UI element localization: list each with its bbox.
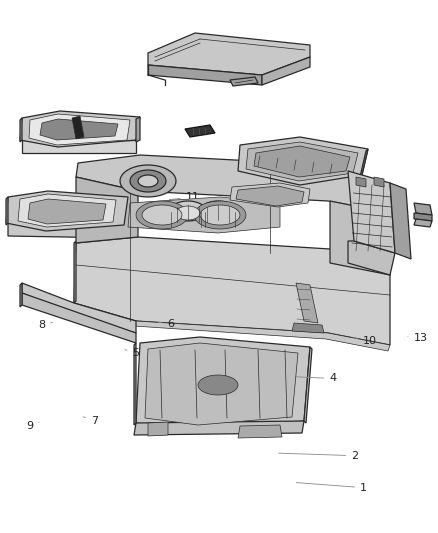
Polygon shape [128, 197, 280, 233]
Text: 2: 2 [279, 451, 358, 461]
Polygon shape [170, 201, 206, 221]
Polygon shape [236, 186, 304, 206]
Polygon shape [134, 343, 136, 425]
Polygon shape [22, 283, 136, 333]
Polygon shape [414, 219, 432, 227]
Polygon shape [20, 111, 140, 147]
Polygon shape [176, 206, 200, 220]
Polygon shape [74, 237, 390, 345]
Polygon shape [74, 241, 76, 303]
Polygon shape [236, 171, 362, 188]
Polygon shape [262, 57, 310, 85]
Polygon shape [348, 241, 395, 275]
Polygon shape [20, 283, 22, 307]
Polygon shape [72, 116, 84, 139]
Text: 11: 11 [169, 192, 200, 202]
Polygon shape [148, 65, 262, 85]
Polygon shape [238, 137, 368, 185]
Polygon shape [40, 119, 118, 140]
Polygon shape [29, 114, 130, 145]
Polygon shape [28, 199, 106, 224]
Polygon shape [206, 206, 230, 220]
Polygon shape [194, 201, 246, 229]
Polygon shape [20, 118, 22, 142]
Polygon shape [304, 347, 312, 423]
Text: 13: 13 [408, 334, 427, 343]
Polygon shape [238, 425, 282, 438]
Polygon shape [200, 205, 236, 225]
Text: 4: 4 [274, 374, 336, 383]
Text: 1: 1 [296, 482, 367, 492]
Polygon shape [246, 142, 358, 181]
Polygon shape [254, 146, 350, 177]
Polygon shape [136, 337, 310, 430]
Polygon shape [134, 421, 304, 435]
Polygon shape [414, 203, 432, 215]
Polygon shape [230, 183, 310, 207]
Polygon shape [296, 283, 318, 323]
Text: 5: 5 [125, 349, 139, 358]
Text: 6: 6 [158, 319, 174, 329]
Polygon shape [76, 155, 390, 213]
Polygon shape [330, 201, 390, 275]
Polygon shape [130, 170, 166, 192]
Polygon shape [6, 191, 128, 231]
Polygon shape [22, 293, 136, 343]
Polygon shape [185, 125, 215, 137]
Polygon shape [348, 171, 395, 253]
Polygon shape [414, 213, 432, 221]
Polygon shape [136, 201, 188, 229]
Polygon shape [136, 117, 140, 142]
Text: 3: 3 [191, 405, 262, 414]
Polygon shape [148, 33, 310, 75]
Polygon shape [22, 140, 136, 153]
Polygon shape [142, 205, 182, 225]
Polygon shape [230, 77, 258, 86]
Polygon shape [390, 183, 411, 259]
Polygon shape [292, 323, 324, 333]
Polygon shape [138, 175, 158, 187]
Polygon shape [6, 197, 8, 225]
Polygon shape [148, 422, 168, 436]
Text: 7: 7 [83, 416, 98, 426]
Text: 10: 10 [353, 336, 377, 346]
Polygon shape [76, 177, 138, 243]
Polygon shape [374, 177, 384, 187]
Polygon shape [360, 149, 368, 177]
Text: 8: 8 [38, 320, 53, 330]
Polygon shape [72, 303, 390, 351]
Polygon shape [120, 165, 176, 197]
Polygon shape [145, 343, 298, 425]
Polygon shape [200, 205, 240, 225]
Text: 9: 9 [26, 422, 39, 431]
Polygon shape [356, 177, 366, 187]
Polygon shape [170, 205, 206, 225]
Polygon shape [200, 201, 236, 221]
Polygon shape [198, 375, 238, 395]
Polygon shape [18, 194, 116, 227]
Polygon shape [8, 223, 124, 238]
